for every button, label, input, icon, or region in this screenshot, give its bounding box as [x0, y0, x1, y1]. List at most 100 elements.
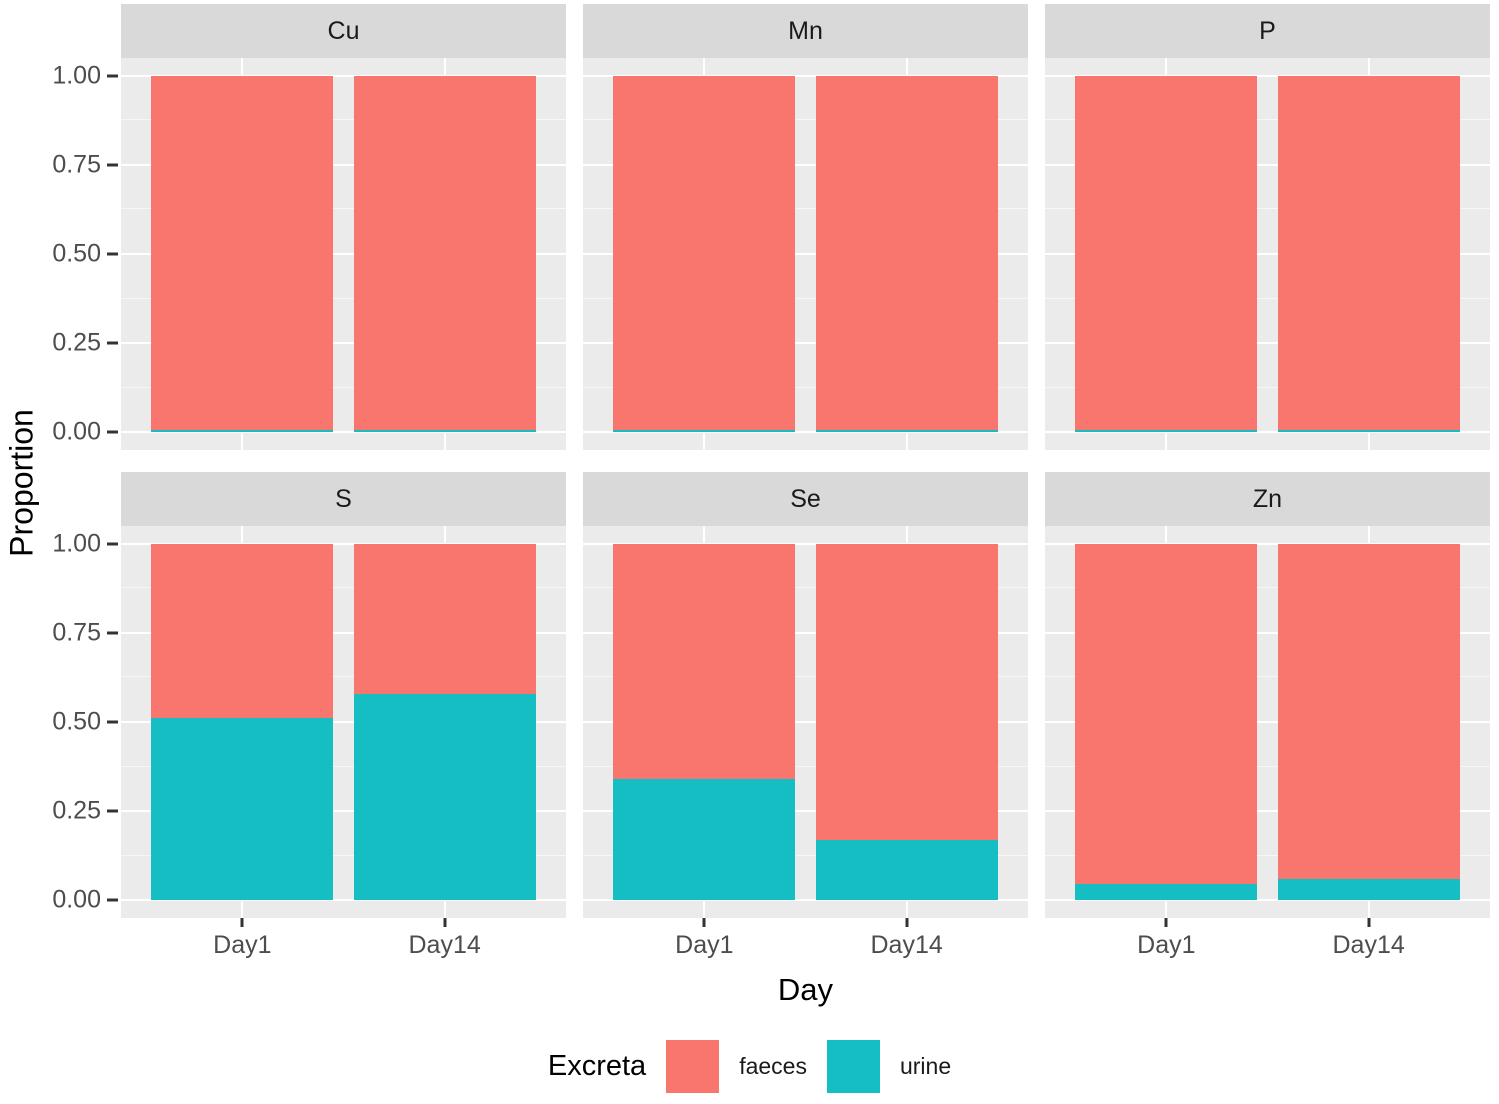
gridline-major: [121, 542, 566, 545]
legend-item-faeces: faeces: [666, 1039, 807, 1093]
facet-panel: [583, 58, 1028, 450]
facet-strip: P: [1045, 4, 1490, 58]
gridline-minor: [121, 765, 566, 767]
gridline-major: [121, 721, 566, 723]
legend-label-urine: urine: [899, 1052, 952, 1079]
facet-se: Se Day1 Day14: [583, 472, 1028, 959]
y-tick-label: 0.25: [52, 328, 101, 357]
legend-items: faeces urine: [666, 1039, 952, 1093]
legend-title: Excreta: [547, 1049, 647, 1082]
x-tick-label: Day14: [408, 931, 481, 959]
gridline-major: [583, 721, 1028, 723]
x-tick-label: Day14: [1332, 931, 1405, 959]
bar-day1: [151, 543, 334, 901]
x-tick-mark: [1367, 918, 1371, 927]
gridline-major: [583, 899, 1028, 902]
x-tick-label: Day14: [870, 931, 943, 959]
facet-panel: Day1 Day14: [1045, 526, 1490, 959]
bar-day1: [1075, 75, 1258, 433]
x-tick-label: Day1: [1137, 931, 1196, 959]
bar-segment-urine: [353, 693, 536, 901]
bar-day14: [815, 543, 998, 901]
bar-segment-faeces: [353, 75, 536, 431]
facet-grid: Cu 0.00 0.25 0.50 0.75 1.00 Mn P S Day1 Day14 0.00 0…: [52, 4, 1490, 959]
gridline-minor: [1045, 676, 1490, 678]
bar-day1: [613, 543, 796, 901]
bar-day14: [353, 75, 536, 433]
gridline-major: [1045, 631, 1490, 634]
bar-day1: [1075, 543, 1258, 901]
x-tick-mark: [702, 918, 706, 927]
gridline-major: [583, 631, 1028, 634]
gridline-minor: [121, 208, 566, 210]
facet-panel: [121, 58, 566, 450]
gridline-major: [1045, 810, 1490, 813]
bar-day1: [151, 75, 334, 433]
y-tick-mark: [107, 252, 118, 256]
facet-zn: Zn Day1 Day14: [1045, 472, 1490, 959]
gridline-minor: [121, 854, 566, 856]
gridline-minor: [121, 386, 566, 388]
facet-s: S Day1 Day14 0.00 0.25 0.50 0.75 1.00: [52, 472, 566, 959]
gridline-minor: [1045, 208, 1490, 210]
gridline-major: [1045, 721, 1490, 723]
x-axis-title: Day: [777, 972, 834, 1007]
gridline-minor: [121, 587, 566, 589]
bar-segment-urine: [1075, 430, 1258, 433]
gridline-major: [583, 431, 1028, 434]
y-tick-mark: [107, 809, 118, 813]
gridline-minor: [1045, 587, 1490, 589]
bar-day14: [1277, 75, 1460, 433]
x-tick-mark: [905, 918, 909, 927]
x-tick-mark: [443, 918, 447, 927]
gridline-minor: [583, 765, 1028, 767]
legend-swatch-urine: [826, 1039, 880, 1093]
legend-item-urine: urine: [826, 1039, 952, 1093]
gridline-minor: [583, 386, 1028, 388]
gridline-major: [1045, 899, 1490, 902]
gridline-minor: [583, 297, 1028, 299]
bar-segment-faeces: [613, 75, 796, 431]
bar-segment-faeces: [353, 543, 536, 694]
y-tick-mark: [107, 163, 118, 167]
facet-panel: Day1 Day14: [583, 526, 1028, 959]
gridline-minor: [583, 208, 1028, 210]
gridline-major: [1045, 163, 1490, 166]
y-tick-label: 0.75: [52, 150, 101, 179]
bar-day14: [1277, 543, 1460, 901]
y-tick-mark: [107, 631, 118, 635]
bar-segment-urine: [815, 839, 998, 901]
facet-strip: Cu: [121, 4, 566, 58]
gridline-major: [1045, 342, 1490, 345]
gridline-major: [583, 253, 1028, 255]
y-tick-label: 0.00: [52, 417, 101, 446]
y-tick-label: 0.50: [52, 707, 101, 736]
gridline-major: [583, 542, 1028, 545]
gridline-major: [583, 74, 1028, 77]
y-tick-label: 0.25: [52, 796, 101, 825]
x-tick-mark: [240, 918, 244, 927]
bar-segment-faeces: [613, 543, 796, 780]
gridline-major: [1045, 253, 1490, 255]
y-tick-label: 0.75: [52, 618, 101, 647]
bar-day14: [815, 75, 998, 433]
gridline-minor: [1045, 765, 1490, 767]
facet-strip: Mn: [583, 4, 1028, 58]
facet-strip: S: [121, 472, 566, 526]
gridline-major: [1045, 431, 1490, 434]
gridline-minor: [583, 587, 1028, 589]
bar-segment-faeces: [1277, 543, 1460, 879]
legend-label-faeces: faeces: [739, 1052, 807, 1079]
x-tick-mark: [1164, 918, 1168, 927]
bar-segment-faeces: [151, 75, 334, 431]
gridline-major: [121, 631, 566, 634]
gridline-major: [121, 253, 566, 255]
facet-strip: Se: [583, 472, 1028, 526]
y-tick-label: 1.00: [52, 529, 101, 558]
gridline-minor: [121, 297, 566, 299]
bar-segment-faeces: [1277, 75, 1460, 431]
gridline-minor: [1045, 119, 1490, 121]
gridline-minor: [1045, 854, 1490, 856]
bar-segment-urine: [353, 430, 536, 433]
